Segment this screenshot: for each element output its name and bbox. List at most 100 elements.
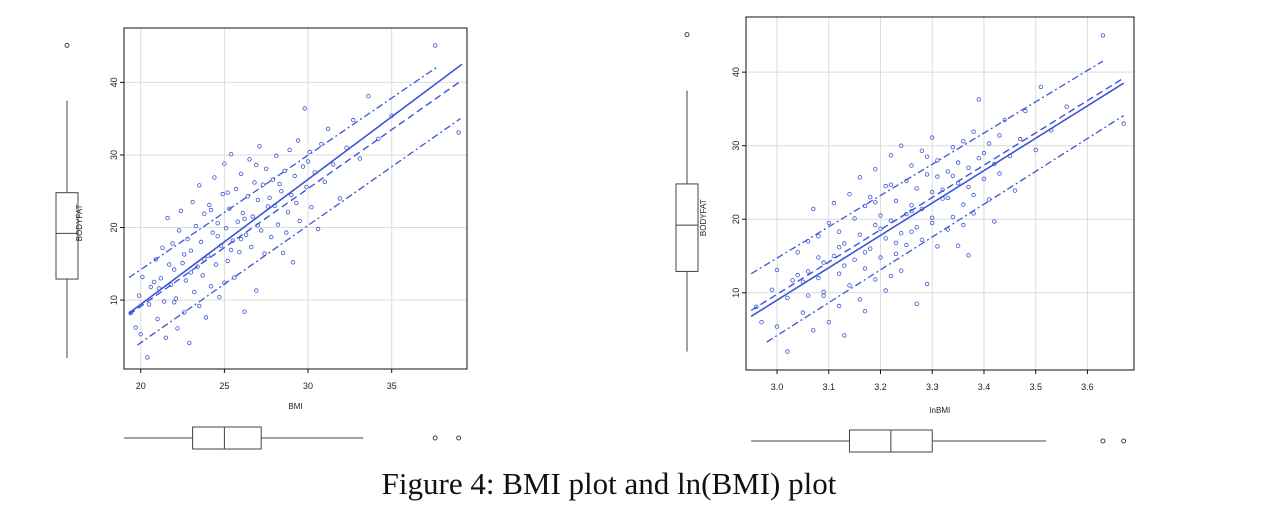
data-point bbox=[816, 255, 821, 260]
data-point bbox=[868, 194, 873, 200]
y-tick-label: 10 bbox=[731, 288, 741, 298]
data-point bbox=[173, 296, 179, 301]
data-point bbox=[997, 171, 1002, 176]
data-point bbox=[986, 141, 992, 146]
data-point bbox=[842, 241, 847, 246]
data-point bbox=[243, 232, 249, 237]
data-point bbox=[165, 215, 170, 221]
data-point bbox=[203, 315, 209, 320]
y-tick-label: 40 bbox=[109, 77, 119, 87]
data-point bbox=[275, 222, 281, 227]
data-point bbox=[212, 175, 217, 180]
data-point bbox=[188, 248, 194, 253]
data-point bbox=[351, 117, 356, 123]
data-point bbox=[883, 288, 888, 293]
data-point bbox=[337, 196, 342, 201]
x-box-outlier bbox=[432, 435, 438, 441]
data-point bbox=[178, 208, 184, 213]
data-point bbox=[1018, 136, 1023, 142]
data-point bbox=[198, 239, 204, 245]
y-box-outlier bbox=[64, 42, 70, 48]
data-point bbox=[285, 210, 291, 215]
data-point bbox=[290, 260, 296, 265]
data-point bbox=[233, 186, 239, 192]
data-point bbox=[148, 284, 153, 290]
data-point bbox=[220, 191, 225, 197]
data-point bbox=[183, 278, 189, 283]
data-point bbox=[997, 133, 1002, 138]
data-point bbox=[811, 328, 816, 333]
data-point bbox=[893, 240, 899, 245]
data-point bbox=[1002, 117, 1007, 123]
data-point bbox=[146, 302, 152, 307]
data-point bbox=[919, 148, 925, 153]
data-point bbox=[215, 220, 220, 226]
data-point bbox=[257, 144, 262, 149]
data-point bbox=[774, 267, 780, 273]
data-point bbox=[873, 200, 878, 205]
data-point bbox=[888, 182, 894, 187]
data-point bbox=[225, 258, 230, 264]
x-tick-label: 3.5 bbox=[1029, 382, 1042, 392]
data-point bbox=[192, 289, 197, 295]
x-box-outlier bbox=[1121, 438, 1127, 444]
y-tick-label: 10 bbox=[109, 295, 119, 305]
data-point bbox=[1033, 147, 1038, 153]
regression-line bbox=[750, 82, 1125, 317]
data-point bbox=[862, 309, 868, 314]
data-point bbox=[992, 161, 997, 167]
data-point bbox=[909, 229, 914, 234]
data-point bbox=[208, 284, 214, 289]
data-point bbox=[816, 275, 821, 281]
data-point bbox=[966, 165, 971, 170]
data-point bbox=[893, 251, 899, 256]
data-point bbox=[292, 173, 297, 179]
data-point bbox=[842, 263, 847, 268]
data-point bbox=[297, 218, 302, 224]
data-point bbox=[1121, 121, 1126, 126]
data-point bbox=[862, 250, 868, 255]
data-point bbox=[878, 255, 883, 260]
data-point bbox=[213, 262, 219, 267]
data-point bbox=[790, 278, 795, 283]
data-point bbox=[873, 222, 878, 228]
data-point bbox=[168, 282, 173, 287]
data-point bbox=[190, 199, 195, 205]
data-point bbox=[805, 293, 811, 298]
data-point bbox=[821, 260, 826, 265]
data-point bbox=[930, 135, 935, 140]
data-point bbox=[930, 220, 935, 226]
data-point bbox=[976, 155, 981, 161]
data-point bbox=[888, 273, 894, 279]
data-point bbox=[366, 93, 371, 99]
data-point bbox=[966, 184, 971, 190]
data-point bbox=[955, 243, 961, 248]
regression-line bbox=[128, 63, 463, 314]
data-point bbox=[852, 257, 857, 262]
x-tick-label: 20 bbox=[136, 381, 146, 391]
data-point bbox=[961, 202, 966, 207]
data-point bbox=[181, 310, 187, 315]
data-point bbox=[200, 273, 205, 278]
data-point bbox=[852, 216, 857, 221]
lnbmi-panel: 3.0 3.1 3.2 3.3 3.4 3.5 3.6 10 20 30 40 lnBMI BODYFA… bbox=[675, 16, 1135, 453]
data-point bbox=[238, 171, 244, 176]
data-point bbox=[140, 274, 145, 280]
y-box-outlier bbox=[684, 32, 690, 38]
data-point bbox=[215, 233, 220, 239]
data-point bbox=[847, 191, 852, 197]
y-axis-label: BODYFAT bbox=[699, 199, 708, 236]
data-point bbox=[195, 264, 200, 269]
data-point bbox=[287, 147, 292, 153]
data-point bbox=[280, 250, 286, 256]
data-point bbox=[955, 160, 961, 165]
data-point bbox=[228, 151, 234, 157]
data-point bbox=[197, 303, 202, 309]
data-point bbox=[279, 188, 284, 194]
data-point bbox=[785, 349, 790, 354]
data-point bbox=[924, 154, 930, 159]
data-point bbox=[966, 253, 971, 258]
data-point bbox=[1064, 104, 1069, 109]
data-point bbox=[899, 143, 904, 148]
data-point bbox=[155, 316, 160, 322]
